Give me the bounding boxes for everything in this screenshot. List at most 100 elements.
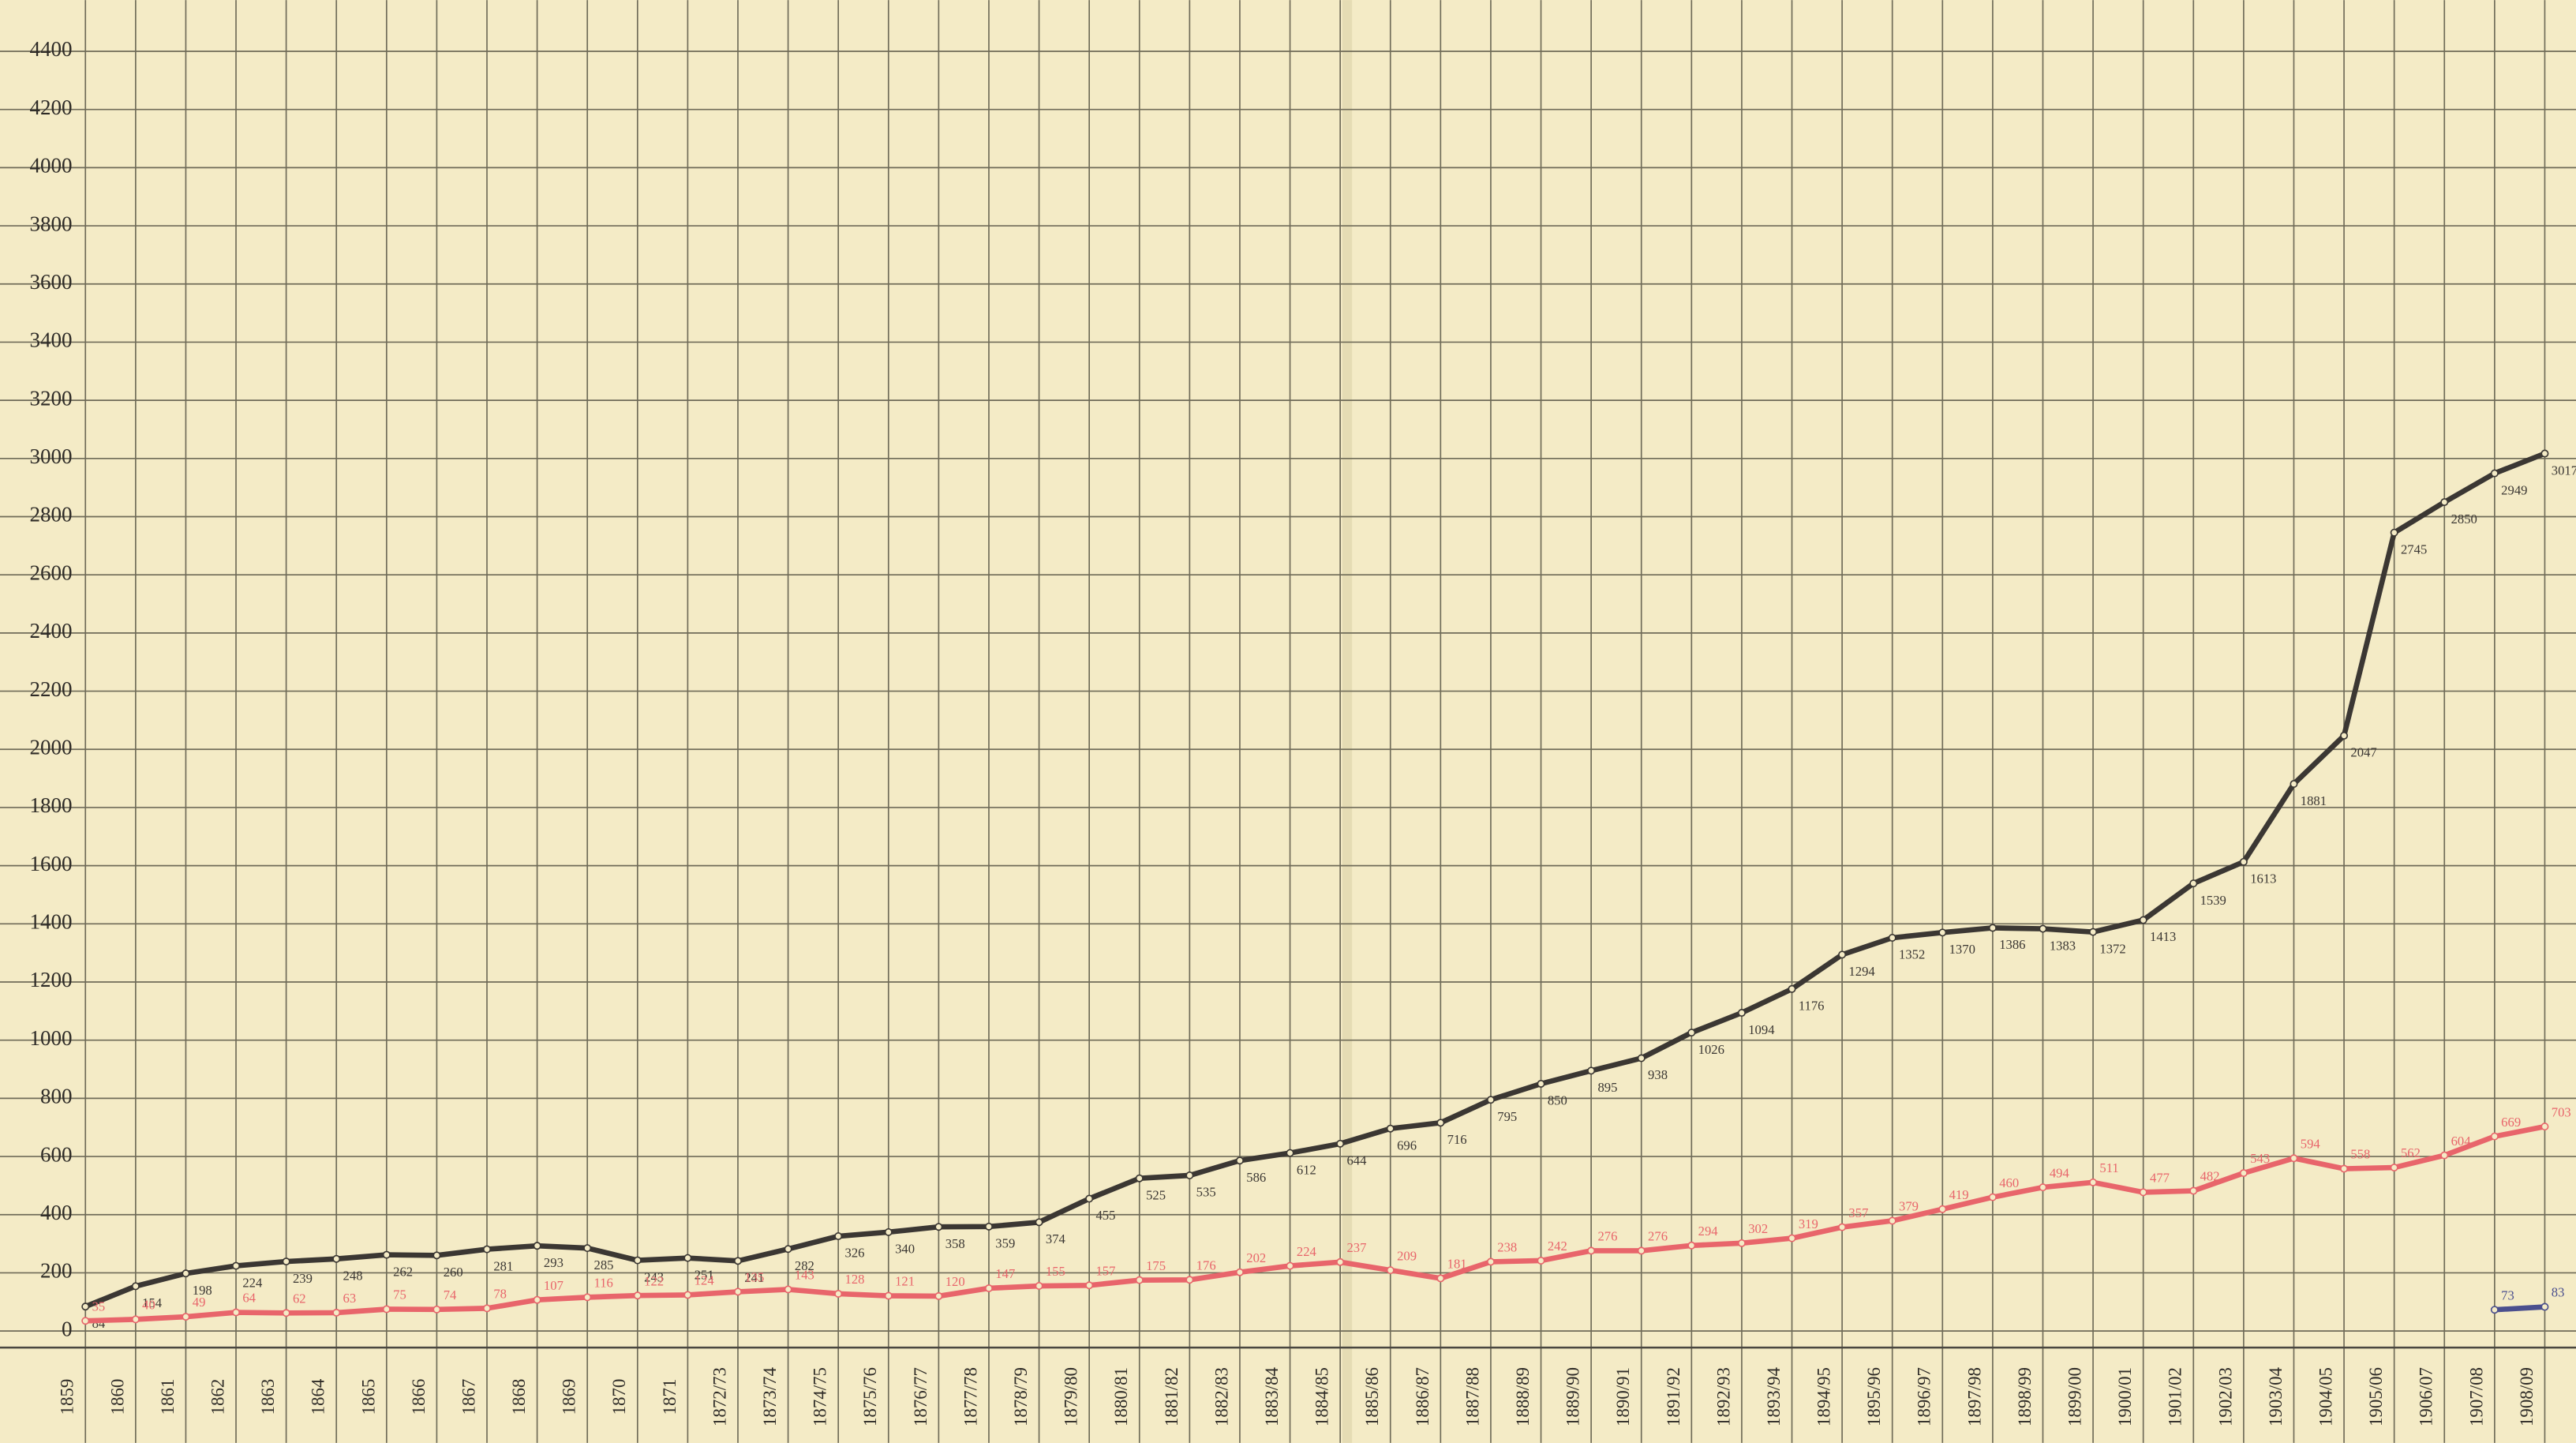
data-label: 669 (2501, 1115, 2521, 1130)
data-label: 895 (1597, 1080, 1617, 1095)
y-tick-label: 1600 (29, 852, 72, 875)
data-label: 850 (1548, 1093, 1567, 1108)
x-tick-label: 1866 (409, 1379, 429, 1415)
point (984, 1222, 993, 1231)
x-tick-label: 1876/77 (911, 1367, 930, 1426)
x-tick-label: 1879/80 (1061, 1367, 1081, 1426)
point (2139, 916, 2147, 924)
data-label: 157 (1095, 1263, 1115, 1278)
point (1587, 1246, 1596, 1255)
data-label: 1539 (2200, 893, 2226, 908)
y-tick-label: 3800 (29, 212, 72, 235)
point (182, 1313, 190, 1321)
point (533, 1295, 541, 1304)
point (2540, 1123, 2549, 1131)
point (2139, 1188, 2147, 1197)
point (583, 1293, 592, 1302)
point (1988, 924, 1997, 932)
data-label: 155 (1046, 1264, 1065, 1279)
data-label: 716 (1447, 1132, 1467, 1147)
data-label: 2949 (2501, 482, 2527, 497)
point (332, 1308, 341, 1317)
data-label: 374 (1046, 1231, 1066, 1246)
series-line (84, 451, 2546, 1310)
point (2440, 498, 2449, 507)
data-label: 73 (2501, 1287, 2514, 1302)
data-label: 319 (1799, 1216, 1818, 1231)
x-tick-label: 1868 (509, 1379, 529, 1415)
data-label: 558 (2350, 1147, 2370, 1162)
x-tick-label: 1902/03 (2215, 1367, 2235, 1426)
point (1235, 1156, 1244, 1165)
x-tick-label: 1865 (358, 1379, 378, 1415)
data-label: 147 (995, 1266, 1015, 1281)
x-tick-label: 1873/74 (760, 1367, 780, 1427)
y-tick-label: 400 (40, 1201, 73, 1224)
point (2540, 449, 2549, 458)
point (483, 1304, 492, 1313)
x-tick-label: 1862 (208, 1379, 227, 1415)
data-label: 586 (1246, 1170, 1266, 1185)
data-label: 1294 (1848, 964, 1875, 979)
data-label: 237 (1346, 1240, 1366, 1255)
point (1637, 1054, 1646, 1063)
data-label: 543 (2250, 1151, 2270, 1166)
data-label: 1386 (1999, 937, 2025, 952)
y-tick-label: 3000 (29, 444, 72, 468)
data-label: 75 (393, 1287, 406, 1302)
data-label: 276 (1648, 1229, 1668, 1244)
data-label: 644 (1346, 1153, 1367, 1168)
data-label: 3017 (2552, 463, 2576, 478)
x-tick-label: 1877/78 (960, 1367, 980, 1426)
data-label: 262 (393, 1264, 413, 1279)
point (1637, 1246, 1646, 1255)
point (1386, 1124, 1395, 1133)
point (2490, 1306, 2499, 1314)
y-tick-label: 4000 (29, 154, 72, 178)
data-label: 281 (493, 1258, 513, 1273)
point (232, 1261, 241, 1270)
point (1587, 1066, 1596, 1075)
point (1888, 934, 1896, 942)
point (382, 1305, 391, 1314)
point (1185, 1171, 1194, 1180)
data-label: 122 (644, 1273, 664, 1288)
point (1386, 1266, 1395, 1275)
data-label: 241 (744, 1270, 764, 1285)
data-label: 1383 (2050, 938, 2076, 953)
point (784, 1245, 792, 1254)
data-label: 294 (1698, 1224, 1719, 1239)
data-label: 83 (2552, 1285, 2565, 1300)
x-tick-label: 1886/87 (1413, 1367, 1432, 1426)
data-label: 243 (644, 1269, 664, 1284)
y-tick-label: 2000 (29, 735, 72, 759)
x-tick-label: 1861 (158, 1379, 178, 1415)
point (432, 1251, 441, 1260)
x-tick-label: 1875/76 (860, 1367, 880, 1426)
point (1085, 1194, 1094, 1203)
point (683, 1291, 692, 1299)
point (1135, 1174, 1144, 1183)
point (1938, 928, 1947, 937)
data-label: 154 (142, 1295, 163, 1310)
point (282, 1309, 290, 1317)
x-tick-label: 1901/02 (2166, 1367, 2185, 1426)
data-label: 248 (343, 1268, 363, 1283)
point (1737, 1009, 1746, 1018)
y-tick-label: 2800 (29, 503, 72, 527)
point (282, 1257, 290, 1266)
y-tick-label: 800 (40, 1085, 73, 1108)
point (2039, 924, 2047, 933)
data-label: 175 (1146, 1258, 1166, 1273)
point (1336, 1257, 1345, 1266)
point (583, 1244, 592, 1253)
point (2490, 1132, 2499, 1141)
data-label: 2850 (2451, 512, 2477, 527)
point (2189, 1186, 2198, 1195)
point (733, 1257, 742, 1265)
y-tick-label: 4400 (29, 37, 72, 61)
y-tick-label: 3400 (29, 328, 72, 352)
point (1838, 1223, 1847, 1231)
